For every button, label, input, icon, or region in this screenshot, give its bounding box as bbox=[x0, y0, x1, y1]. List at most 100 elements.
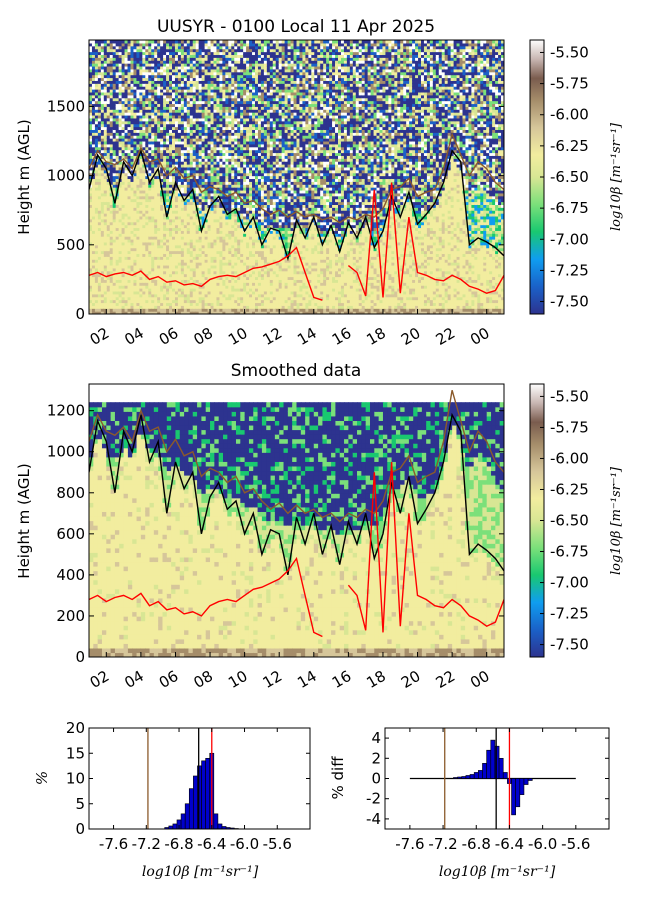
raw-heat-cell bbox=[127, 97, 132, 102]
raw-heat-cell bbox=[148, 221, 152, 226]
raw-heat-cell bbox=[118, 299, 123, 304]
raw-heat-cell bbox=[139, 262, 143, 266]
raw-heat-cell bbox=[115, 42, 120, 47]
raw-heat-cell bbox=[124, 169, 129, 174]
raw-heat-cell bbox=[139, 221, 143, 226]
raw-heat-cell bbox=[148, 256, 152, 260]
raw-heat-cell bbox=[115, 213, 120, 217]
raw-heat-cell bbox=[94, 94, 99, 99]
raw-heat-cell bbox=[139, 100, 143, 105]
raw-heat-cell bbox=[100, 189, 105, 194]
raw-heat-cell bbox=[148, 129, 152, 133]
raw-heat-cell bbox=[97, 201, 102, 205]
raw-heat-cell bbox=[103, 187, 108, 191]
raw-heat-cell bbox=[97, 276, 102, 280]
raw-heat-cell bbox=[97, 97, 102, 102]
raw-heat-cell bbox=[145, 89, 149, 93]
raw-heat-cell bbox=[127, 83, 132, 87]
raw-heat-cell bbox=[109, 285, 114, 289]
raw-heat-cell bbox=[118, 123, 123, 128]
raw-heat-cell bbox=[148, 166, 152, 171]
raw-heat-cell bbox=[124, 129, 129, 133]
raw-heat-cell bbox=[133, 77, 138, 81]
raw-heat-cell bbox=[151, 296, 155, 301]
raw-heat-cell bbox=[139, 256, 143, 260]
raw-heat-cell bbox=[121, 224, 126, 229]
raw-heat-cell bbox=[145, 152, 149, 156]
raw-heat-cell bbox=[94, 204, 99, 208]
raw-heat-cell bbox=[139, 239, 143, 243]
raw-heat-cell bbox=[106, 264, 111, 269]
raw-heat-cell bbox=[136, 302, 140, 306]
raw-heat-cell bbox=[100, 172, 105, 177]
raw-heat-cell bbox=[133, 123, 138, 128]
raw-heat-cell bbox=[136, 204, 140, 208]
raw-heat-cell bbox=[115, 198, 120, 203]
raw-heat-cell bbox=[91, 65, 96, 70]
raw-heat-cell bbox=[133, 152, 138, 156]
raw-heat-cell bbox=[112, 273, 117, 278]
raw-heat-cell bbox=[133, 181, 138, 185]
raw-heat-cell bbox=[145, 86, 149, 90]
raw-heat-cell bbox=[91, 86, 96, 90]
raw-heat-cell bbox=[136, 264, 140, 269]
raw-heat-cell bbox=[94, 299, 99, 304]
raw-heat-cell bbox=[112, 126, 117, 131]
raw-heat-cell bbox=[100, 285, 105, 289]
raw-heat-cell bbox=[145, 282, 149, 286]
raw-heat-cell bbox=[151, 290, 155, 295]
raw-heat-cell bbox=[145, 178, 149, 182]
raw-heat-cell bbox=[100, 109, 105, 113]
raw-heat-cell bbox=[127, 135, 132, 139]
raw-heat-cell bbox=[115, 65, 120, 70]
raw-heat-cell bbox=[109, 94, 114, 99]
raw-heat-cell bbox=[133, 63, 138, 67]
raw-heat-cell bbox=[133, 241, 138, 246]
raw-heat-cell bbox=[115, 262, 120, 266]
raw-heat-cell bbox=[109, 181, 114, 185]
raw-heat-cell bbox=[145, 195, 149, 200]
raw-heat-cell bbox=[133, 178, 138, 182]
raw-heat-cell bbox=[103, 305, 108, 309]
raw-heat-cell bbox=[112, 184, 117, 188]
raw-heat-cell bbox=[148, 236, 152, 240]
raw-heat-cell bbox=[124, 178, 129, 182]
raw-heat-cell bbox=[145, 296, 149, 301]
raw-heat-cell bbox=[151, 224, 155, 229]
raw-heat-cell bbox=[142, 40, 146, 44]
raw-heat-cell bbox=[151, 293, 155, 298]
raw-heat-cell bbox=[109, 164, 114, 168]
raw-heat-cell bbox=[106, 230, 111, 234]
raw-heat-cell bbox=[124, 236, 129, 240]
raw-heat-cell bbox=[139, 48, 143, 53]
raw-heat-cell bbox=[121, 40, 126, 44]
raw-heat-cell bbox=[139, 233, 143, 237]
raw-heat-cell bbox=[97, 195, 102, 200]
raw-heat-cell bbox=[148, 158, 152, 162]
raw-heat-cell bbox=[89, 51, 93, 56]
raw-heat-cell bbox=[142, 270, 146, 275]
raw-heat-cell bbox=[100, 60, 105, 64]
raw-heat-cell bbox=[139, 123, 143, 128]
raw-heat-cell bbox=[97, 213, 102, 217]
raw-heat-cell bbox=[148, 239, 152, 243]
raw-heat-cell bbox=[100, 143, 105, 148]
raw-heat-cell bbox=[139, 285, 143, 289]
raw-heat-cell bbox=[127, 48, 132, 53]
raw-heat-cell bbox=[148, 233, 152, 237]
raw-heat-cell bbox=[136, 172, 140, 177]
raw-heat-cell bbox=[97, 94, 102, 99]
raw-heat-cell bbox=[127, 63, 132, 67]
raw-heat-cell bbox=[124, 230, 129, 234]
raw-heat-cell bbox=[97, 65, 102, 70]
raw-heat-cell bbox=[115, 74, 120, 79]
raw-heat-cell bbox=[130, 270, 135, 275]
raw-heat-cell bbox=[118, 83, 123, 87]
raw-heat-cell bbox=[145, 201, 149, 205]
raw-heat-cell bbox=[100, 149, 105, 154]
raw-heat-cell bbox=[142, 262, 146, 266]
raw-heat-cell bbox=[91, 253, 96, 257]
raw-heat-cell bbox=[106, 42, 111, 47]
raw-heat-cell bbox=[115, 91, 120, 96]
raw-heat-cell bbox=[97, 299, 102, 304]
